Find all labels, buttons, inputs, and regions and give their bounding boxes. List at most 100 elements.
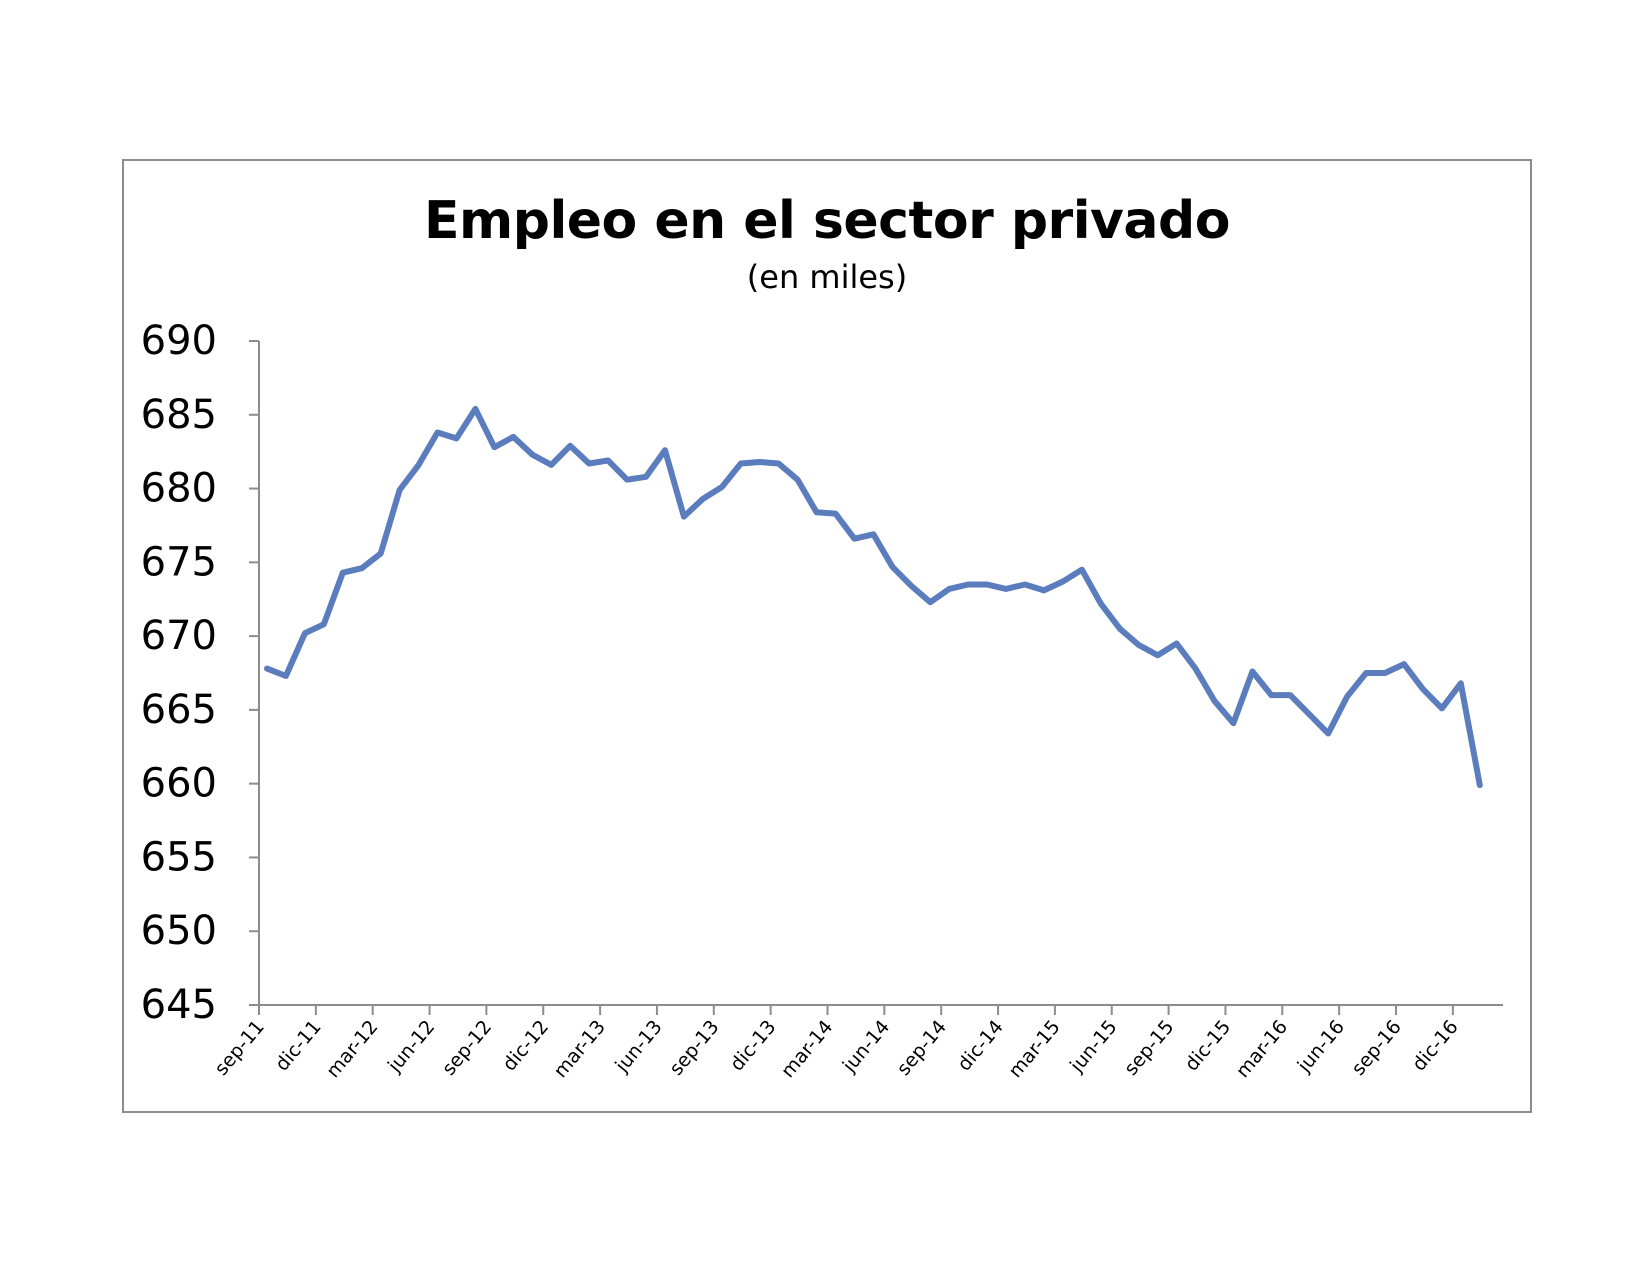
x-tick-label-mar-16: mar-16	[1232, 1016, 1292, 1082]
y-tick-label-665: 665	[141, 687, 217, 733]
data-point-58	[1363, 670, 1369, 676]
data-point-0	[264, 666, 270, 672]
data-point-17	[586, 461, 592, 467]
data-point-12	[491, 444, 497, 450]
data-point-61	[1420, 686, 1426, 692]
data-point-10	[454, 435, 460, 441]
y-tick-label-645: 645	[141, 982, 217, 1028]
data-point-40	[1022, 582, 1028, 588]
x-tick-label-dic-14: dic-14	[953, 1016, 1008, 1075]
data-point-22	[681, 514, 687, 520]
data-point-64	[1477, 782, 1483, 788]
data-point-45	[1117, 626, 1123, 632]
x-tick-label-mar-15: mar-15	[1004, 1016, 1064, 1082]
data-point-19	[624, 477, 630, 483]
data-point-6	[378, 551, 384, 557]
series-line	[264, 405, 1483, 789]
data-point-9	[435, 430, 441, 436]
x-tick-label-sep-12: sep-12	[438, 1016, 496, 1080]
y-tick-label-680: 680	[141, 466, 217, 512]
data-point-47	[1155, 652, 1161, 658]
data-point-41	[1041, 587, 1047, 593]
data-point-46	[1136, 642, 1142, 648]
x-tick-label-jun-15: jun-15	[1065, 1016, 1121, 1077]
x-tick-label-sep-16: sep-16	[1347, 1016, 1405, 1080]
data-point-27	[776, 461, 782, 467]
y-tick-label-685: 685	[141, 392, 217, 438]
x-tick-label-jun-12: jun-12	[383, 1016, 439, 1077]
x-tick-label-mar-14: mar-14	[777, 1016, 837, 1082]
data-point-38	[984, 582, 990, 588]
data-point-24	[719, 484, 725, 490]
x-tick-label-dic-13: dic-13	[726, 1016, 781, 1075]
x-tick-label-dic-15: dic-15	[1181, 1016, 1236, 1075]
data-point-56	[1325, 731, 1331, 737]
x-tick-label-jun-14: jun-14	[838, 1016, 894, 1077]
data-point-21	[662, 447, 668, 453]
data-point-7	[397, 487, 403, 493]
data-point-59	[1382, 670, 1388, 676]
data-point-29	[814, 509, 820, 515]
data-point-3	[321, 621, 327, 627]
data-point-33	[889, 564, 895, 570]
data-point-63	[1458, 680, 1464, 686]
data-point-54	[1287, 692, 1293, 698]
data-point-8	[416, 462, 422, 468]
chart-frame: Empleo en el sector privado (en miles) 6…	[122, 159, 1532, 1113]
x-tick-label-sep-14: sep-14	[893, 1016, 951, 1080]
data-point-36	[946, 586, 952, 592]
x-tick-label-jun-16: jun-16	[1293, 1016, 1349, 1077]
data-point-57	[1344, 694, 1350, 700]
data-point-35	[927, 599, 933, 605]
data-point-25	[738, 461, 744, 467]
data-point-37	[965, 582, 971, 588]
x-tick-label-jun-13: jun-13	[610, 1016, 666, 1077]
data-point-18	[605, 458, 611, 464]
data-point-4	[340, 570, 346, 576]
x-tick-label-dic-12: dic-12	[498, 1016, 553, 1075]
data-point-44	[1098, 601, 1104, 607]
y-tick-label-660: 660	[141, 761, 217, 807]
x-tick-label-mar-12: mar-12	[322, 1016, 382, 1082]
data-point-26	[757, 459, 763, 465]
data-point-50	[1212, 698, 1218, 704]
data-point-14	[529, 452, 535, 458]
chart-title: Empleo en el sector privado	[424, 191, 1230, 251]
data-point-30	[833, 511, 839, 517]
x-tick-label-mar-13: mar-13	[550, 1016, 610, 1082]
y-tick-label-670: 670	[141, 613, 217, 659]
data-point-43	[1079, 567, 1085, 573]
x-tick-label-dic-11: dic-11	[271, 1016, 326, 1075]
data-point-62	[1439, 705, 1445, 711]
chart-subtitle: (en miles)	[746, 258, 908, 296]
data-point-28	[795, 477, 801, 483]
data-point-32	[870, 531, 876, 537]
data-point-34	[908, 583, 914, 589]
data-point-13	[510, 434, 516, 440]
data-point-31	[851, 536, 857, 542]
x-tick-label-sep-15: sep-15	[1120, 1016, 1178, 1080]
data-point-23	[700, 496, 706, 502]
data-point-16	[567, 443, 573, 449]
data-point-49	[1193, 666, 1199, 672]
data-point-53	[1268, 692, 1274, 698]
data-point-20	[643, 474, 649, 480]
data-point-15	[548, 462, 554, 468]
x-tick-label-sep-11: sep-11	[210, 1016, 268, 1080]
data-point-52	[1249, 669, 1255, 675]
data-point-39	[1003, 586, 1009, 592]
x-tick-label-dic-16: dic-16	[1408, 1016, 1463, 1075]
data-point-2	[302, 630, 308, 636]
x-tick-label-sep-13: sep-13	[665, 1016, 723, 1080]
data-point-1	[283, 673, 289, 679]
data-point-11	[472, 406, 478, 412]
y-tick-label-650: 650	[141, 908, 217, 954]
y-tick-label-690: 690	[141, 318, 217, 364]
y-tick-label-675: 675	[141, 539, 217, 585]
data-point-60	[1401, 661, 1407, 667]
data-point-42	[1060, 579, 1066, 585]
data-point-48	[1174, 641, 1180, 647]
y-tick-label-655: 655	[141, 834, 217, 880]
data-point-55	[1306, 711, 1312, 717]
